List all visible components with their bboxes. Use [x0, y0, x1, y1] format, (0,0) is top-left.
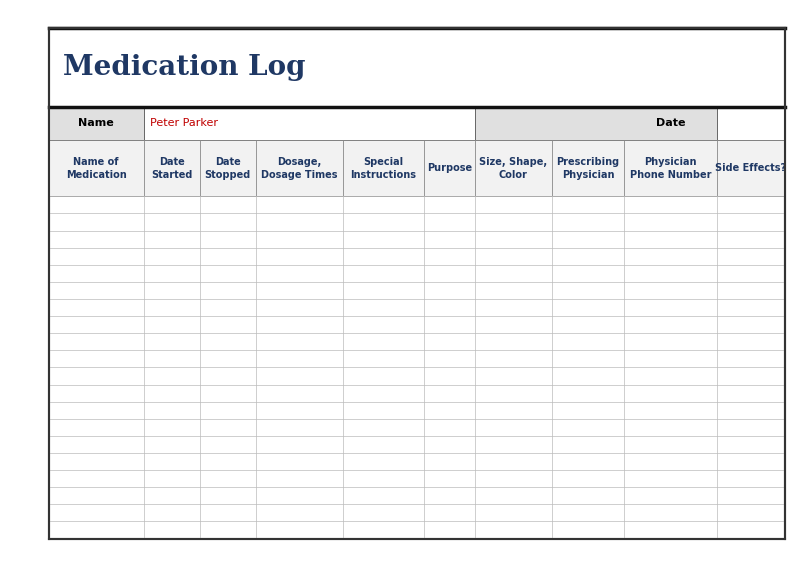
Text: Special
Instructions: Special Instructions — [350, 157, 416, 180]
Text: Purpose: Purpose — [426, 163, 472, 173]
Text: Name: Name — [78, 118, 114, 128]
Bar — [143, 107, 475, 140]
Text: Date
Started: Date Started — [151, 157, 193, 180]
Text: Prescribing
Physician: Prescribing Physician — [557, 157, 620, 180]
Text: Date
Stopped: Date Stopped — [205, 157, 251, 180]
Text: Name of
Medication: Name of Medication — [66, 157, 126, 180]
Bar — [49, 107, 785, 140]
Text: Dosage,
Dosage Times: Dosage, Dosage Times — [261, 157, 337, 180]
Text: Medication Log: Medication Log — [63, 54, 306, 81]
Bar — [49, 140, 785, 196]
Text: Physician
Phone Number: Physician Phone Number — [630, 157, 711, 180]
Text: Date: Date — [656, 118, 685, 128]
Bar — [475, 107, 625, 140]
Text: Peter Parker: Peter Parker — [150, 118, 218, 128]
Bar — [717, 107, 785, 140]
Text: Side Effects?: Side Effects? — [715, 163, 786, 173]
Text: Size, Shape,
Color: Size, Shape, Color — [479, 157, 548, 180]
